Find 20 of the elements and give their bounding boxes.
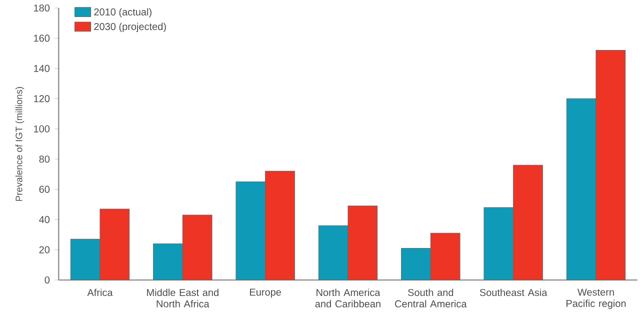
x-tick-label: Middle East and North Africa [147, 288, 218, 308]
legend-label: 2030 (projected) [94, 22, 166, 32]
x-tick-label: North America and Caribbean [315, 288, 380, 308]
x-tick-label: Southeast Asia [480, 288, 548, 296]
x-tick-label: South and Central America [395, 288, 467, 308]
x-tick-label: Europe [250, 288, 282, 298]
x-tick-label: Africa [87, 288, 113, 296]
y-tick-label: 180 [34, 4, 50, 12]
y-axis-title: Prevalence of IGT (millions) [15, 86, 24, 201]
y-tick-label: 100 [34, 125, 50, 132]
y-tick-label: 120 [34, 94, 50, 102]
y-tick-label: 160 [34, 34, 50, 42]
y-tick-label: 60 [39, 186, 50, 193]
y-tick-label: 20 [39, 246, 50, 254]
y-tick-label: 140 [34, 64, 50, 72]
y-tick-label: 40 [39, 216, 50, 223]
y-tick-label: 0 [44, 276, 50, 284]
x-tick-label: Western Pacific region [566, 288, 626, 309]
y-tick-label: 80 [39, 155, 50, 162]
legend-label: 2010 (actual) [94, 8, 152, 18]
